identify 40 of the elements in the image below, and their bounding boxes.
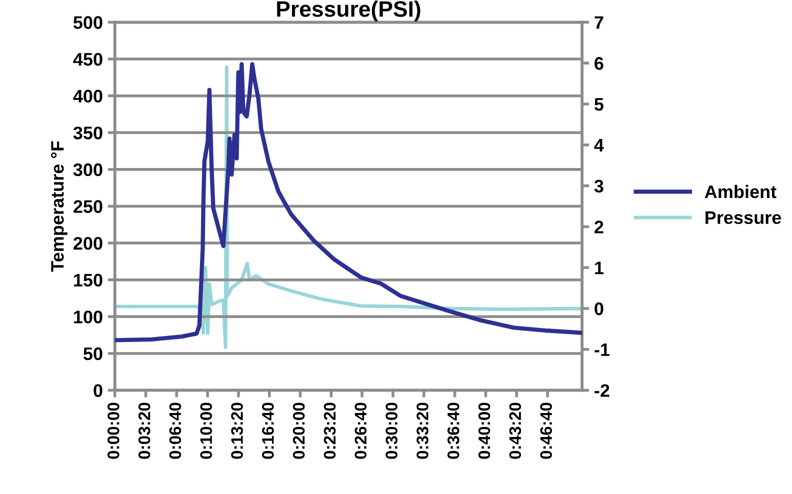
y-tick-label: 450 xyxy=(73,52,102,66)
x-tick-label: 0:43:20 xyxy=(509,402,522,459)
y2-tick-label: 7 xyxy=(594,16,604,29)
x-tick-label: 0:16:40 xyxy=(262,402,274,459)
y2-tick-label: -2 xyxy=(594,384,610,397)
x-tick-label: 0:46:40 xyxy=(540,402,552,459)
y-tick-label: 250 xyxy=(74,200,102,213)
y-tick-label: 150 xyxy=(74,274,102,287)
y2-tick-label: 0 xyxy=(594,302,604,316)
y-tick-label: 200 xyxy=(74,236,102,250)
x-tick-label: 0:00:00 xyxy=(108,402,120,459)
x-tick-label: 0:20:00 xyxy=(292,402,305,459)
x-tick-label: 0:30:00 xyxy=(386,402,398,459)
x-tick-label: 0:33:20 xyxy=(416,402,428,459)
y2-tick-label: 1 xyxy=(595,262,604,274)
x-tick-label: 0:13:20 xyxy=(231,402,243,459)
y2-tick-label: 6 xyxy=(594,57,604,70)
y-axis-title: Temperature °F xyxy=(51,141,68,272)
y2-tick-label: 4 xyxy=(594,139,604,152)
y-tick-label: 500 xyxy=(73,16,102,29)
y2-tick-label: 3 xyxy=(594,180,604,193)
y-tick-label: 350 xyxy=(73,126,102,140)
x-tick-label: 0:40:00 xyxy=(478,402,490,459)
y-tick-label: 100 xyxy=(74,310,102,324)
x-tick-label: 0:10:00 xyxy=(200,402,212,459)
legend-label: Pressure xyxy=(706,211,782,224)
y-tick-label: 0 xyxy=(94,384,102,397)
y-tick-label: 300 xyxy=(73,163,102,176)
legend-label: Ambient xyxy=(704,184,776,198)
y2-tick-label: 5 xyxy=(594,98,604,111)
x-tick-label: 0:23:20 xyxy=(324,402,336,459)
x-tick-label: 0:26:40 xyxy=(354,402,367,459)
y2-tick-label: 2 xyxy=(594,220,604,234)
x-tick-label: 0:03:20 xyxy=(138,402,150,459)
x-tick-label: 0:36:40 xyxy=(447,402,460,459)
chart-title: Pressure(PSI) xyxy=(277,0,420,22)
y-tick-label: 50 xyxy=(84,347,102,360)
y-tick-label: 400 xyxy=(73,90,102,103)
x-tick-label: 0:06:40 xyxy=(169,402,182,459)
y2-tick-label: -1 xyxy=(594,343,610,356)
